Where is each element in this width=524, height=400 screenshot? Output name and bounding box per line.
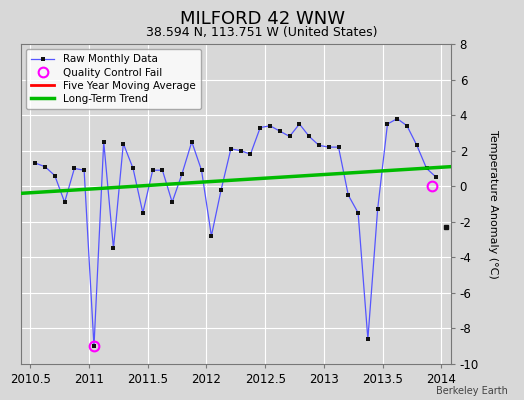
Raw Monthly Data: [169, 200, 176, 205]
Raw Monthly Data: [218, 187, 224, 192]
Raw Monthly Data: [32, 161, 38, 166]
Raw Monthly Data: [111, 246, 117, 251]
Raw Monthly Data: [413, 143, 420, 148]
Raw Monthly Data: [287, 134, 293, 139]
Raw Monthly Data: [365, 337, 371, 342]
Legend: Raw Monthly Data, Quality Control Fail, Five Year Moving Average, Long-Term Tren: Raw Monthly Data, Quality Control Fail, …: [26, 49, 201, 109]
Raw Monthly Data: [306, 134, 312, 139]
Raw Monthly Data: [335, 145, 342, 150]
Raw Monthly Data: [42, 164, 48, 169]
Raw Monthly Data: [101, 139, 107, 144]
Raw Monthly Data: [296, 122, 302, 126]
Raw Monthly Data: [120, 141, 126, 146]
Raw Monthly Data: [394, 116, 400, 121]
Text: MILFORD 42 WNW: MILFORD 42 WNW: [180, 10, 344, 28]
Raw Monthly Data: [316, 143, 322, 148]
Text: Berkeley Earth: Berkeley Earth: [436, 386, 508, 396]
Raw Monthly Data: [91, 344, 97, 349]
Quality Control Fail: [428, 184, 434, 189]
Line: Raw Monthly Data: Raw Monthly Data: [33, 116, 439, 348]
Raw Monthly Data: [71, 166, 78, 171]
Raw Monthly Data: [208, 234, 214, 238]
Raw Monthly Data: [237, 148, 244, 153]
Raw Monthly Data: [375, 207, 381, 212]
Raw Monthly Data: [179, 171, 185, 176]
Raw Monthly Data: [257, 125, 264, 130]
Raw Monthly Data: [52, 173, 58, 178]
Raw Monthly Data: [228, 146, 234, 151]
Y-axis label: Temperature Anomaly (°C): Temperature Anomaly (°C): [488, 130, 498, 278]
Raw Monthly Data: [81, 168, 88, 173]
Raw Monthly Data: [325, 145, 332, 150]
Raw Monthly Data: [384, 122, 390, 126]
Raw Monthly Data: [433, 175, 440, 180]
Text: 38.594 N, 113.751 W (United States): 38.594 N, 113.751 W (United States): [146, 26, 378, 39]
Raw Monthly Data: [199, 168, 205, 173]
Raw Monthly Data: [61, 200, 68, 205]
Raw Monthly Data: [189, 139, 195, 144]
Raw Monthly Data: [159, 168, 166, 173]
Raw Monthly Data: [140, 210, 146, 215]
Raw Monthly Data: [355, 210, 361, 215]
Raw Monthly Data: [267, 123, 273, 128]
Raw Monthly Data: [247, 152, 254, 157]
Raw Monthly Data: [130, 166, 136, 171]
Raw Monthly Data: [149, 168, 156, 173]
Raw Monthly Data: [423, 166, 430, 171]
Raw Monthly Data: [345, 193, 352, 198]
Raw Monthly Data: [404, 123, 410, 128]
Raw Monthly Data: [277, 129, 283, 134]
Line: Quality Control Fail: Quality Control Fail: [89, 181, 436, 351]
Quality Control Fail: [91, 344, 97, 349]
